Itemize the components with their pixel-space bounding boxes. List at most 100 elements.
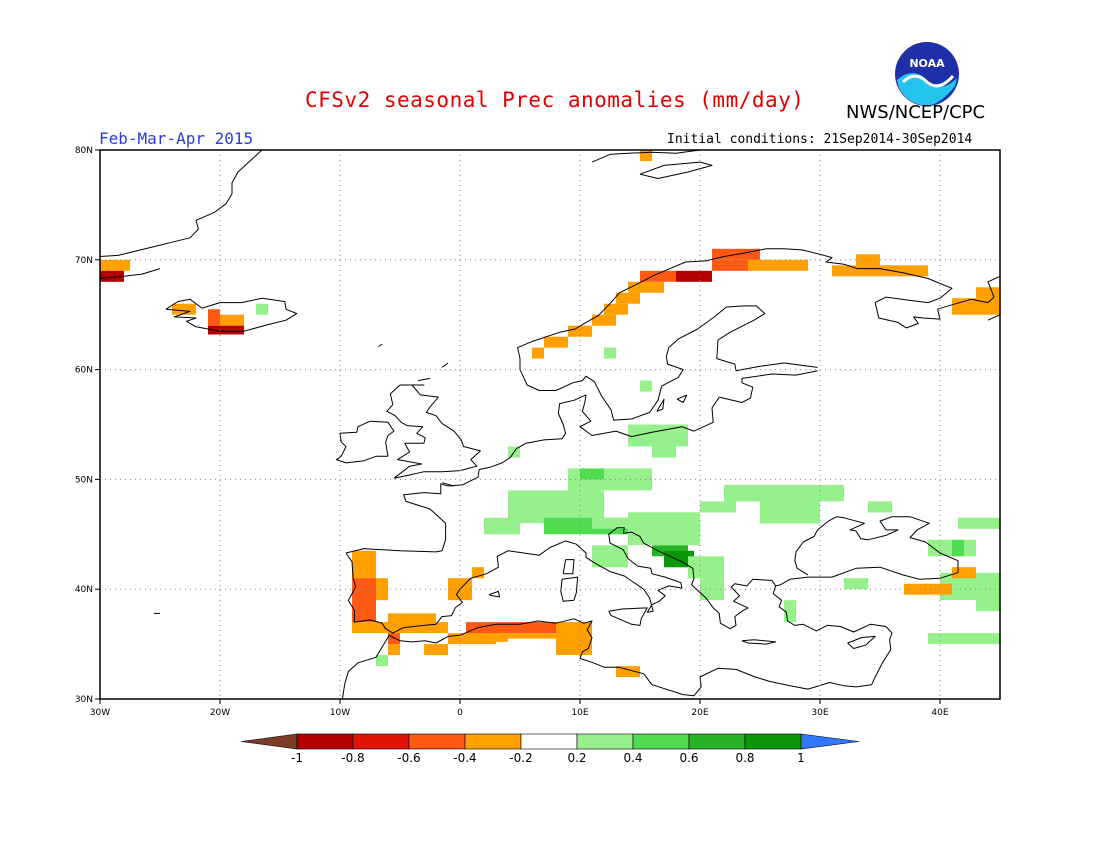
map-title: CFSv2 seasonal Prec anomalies (mm/day) (305, 88, 805, 112)
anomaly-cell-39 (688, 556, 724, 579)
anomaly-cell-21 (952, 298, 1000, 315)
anomaly-cell-67 (448, 633, 472, 645)
coastline-7 (335, 420, 395, 464)
lat-tick-label-50N: 50N (75, 475, 93, 485)
colorbar-bin-5 (576, 733, 634, 750)
anomaly-cell-36 (628, 512, 700, 546)
anomaly-cell-40 (700, 578, 724, 601)
coastline-5 (341, 618, 872, 700)
anomaly-cell-75 (952, 567, 976, 579)
colorbar-below-arrow (240, 733, 298, 750)
anomaly-cell-56 (352, 578, 376, 623)
colorbar-label-3: -0.4 (453, 751, 476, 765)
colorbar-legend: -1 -0.8 -0.6 -0.4 -0.2 0.2 0.4 0.6 0.8 1 (240, 733, 860, 765)
colorbar-label-1: -0.8 (341, 751, 364, 765)
coastline-14 (562, 559, 575, 575)
lon-tick-label-10E: 10E (571, 708, 588, 718)
anomaly-cell-41 (592, 545, 628, 568)
lat-tick-label-30N: 30N (75, 695, 93, 705)
map-grid (100, 150, 1000, 699)
coastlines (99, 149, 1001, 700)
coastline-17 (847, 635, 876, 649)
anomaly-cell-51 (928, 633, 1000, 645)
anomaly-cell-54 (376, 655, 388, 667)
colorbar-bin-3 (464, 733, 522, 750)
anomaly-cell-13 (628, 281, 664, 293)
anomaly-cell-2 (172, 303, 196, 315)
anomaly-cell-18 (712, 248, 760, 260)
anomaly-cell-72 (556, 622, 592, 655)
lon-tick-label-40E: 40E (931, 708, 948, 718)
anomaly-cell-60 (388, 622, 448, 634)
anomaly-cell-48 (958, 517, 1000, 529)
anomaly-cell-43 (760, 501, 820, 524)
anomaly-cell-16 (712, 259, 748, 271)
colorbar-label-4: -0.2 (509, 751, 532, 765)
colorbar-bin-1 (352, 733, 410, 750)
anomaly-cell-47 (952, 539, 964, 557)
coastline-22 (417, 377, 431, 382)
anomaly-cell-38 (664, 550, 694, 568)
lat-tick-label-70N: 70N (75, 256, 93, 266)
lon-tick-label-0: 0 (457, 708, 463, 718)
lat-tick-label-60N: 60N (75, 366, 93, 376)
anomaly-cell-57 (364, 589, 376, 606)
anomaly-cell-45 (868, 501, 892, 513)
anomaly-cell-69 (460, 633, 508, 642)
anomaly-cell-34 (544, 517, 640, 535)
anomaly-cell-65 (388, 613, 436, 625)
anomaly-cell-37 (652, 545, 688, 557)
season-label: Feb-Mar-Apr 2015 (99, 129, 254, 148)
anomaly-cell-8 (544, 336, 568, 348)
coastline-16 (741, 639, 777, 645)
colorbar-above-arrow (800, 733, 860, 750)
colorbar-label-6: 0.4 (623, 751, 642, 765)
lat-tick-label-40N: 40N (75, 585, 93, 595)
coastline-15 (608, 607, 648, 626)
colorbar-bin-8 (744, 733, 802, 750)
anomaly-cell-19 (832, 265, 928, 277)
anomaly-cell-58 (376, 578, 388, 601)
anomaly-cell-10 (592, 314, 616, 326)
coastline-1 (517, 248, 1001, 421)
anomaly-cell-12 (616, 292, 640, 304)
coastline-23 (441, 362, 449, 368)
anomaly-cell-53 (784, 600, 796, 623)
coastline-2 (345, 527, 959, 634)
anomaly-cell-22 (976, 287, 1000, 299)
coastline-9 (99, 149, 263, 257)
anomaly-cell-28 (508, 446, 520, 458)
anomaly-cell-5 (208, 325, 244, 335)
colorbar-bin-7 (688, 733, 746, 750)
anomaly-cell-27 (652, 446, 676, 458)
colorbar-label-5: 0.2 (567, 751, 586, 765)
axis-ticks: 80N 70N 60N 50N 40N 30N 30W 20W 10W 0 10E 20E 30E 40E (75, 146, 949, 718)
anomaly-cell-42 (724, 484, 844, 502)
anomaly-cell-68 (472, 633, 496, 645)
anomaly-cell-25 (640, 380, 652, 392)
anomaly-cell-70 (466, 622, 562, 634)
anomaly-cell-44 (700, 501, 736, 513)
coastline-11 (591, 149, 701, 163)
anomaly-cell-11 (604, 303, 628, 315)
coastline-26 (987, 314, 1001, 321)
anomaly-cell-26 (628, 424, 688, 447)
anomaly-cell-32 (484, 517, 520, 535)
anomaly-cell-59 (352, 622, 388, 634)
coastline-3 (794, 516, 959, 576)
anomaly-cell-4 (220, 314, 244, 326)
coastline-20 (656, 398, 665, 412)
coastline-6 (386, 384, 481, 479)
lon-tick-label-30E: 30E (811, 708, 828, 718)
coastline-18 (488, 590, 501, 598)
anomaly-cell-50 (976, 594, 1000, 612)
anomaly-cell-15 (676, 270, 712, 282)
coastline-0 (345, 370, 818, 554)
colorbar-label-9: 1 (797, 751, 805, 765)
anomaly-cell-30 (580, 468, 604, 480)
anomaly-cell-24 (604, 347, 616, 359)
colorbar-label-8: 0.8 (735, 751, 754, 765)
anomaly-cells (100, 150, 1000, 678)
anomaly-cell-35 (592, 517, 652, 529)
anomaly-cell-29 (568, 468, 652, 491)
